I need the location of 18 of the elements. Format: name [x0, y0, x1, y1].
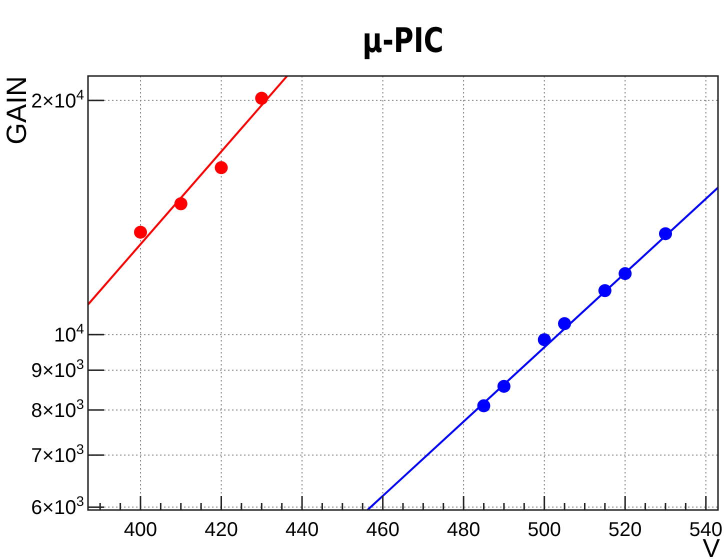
- y-axis-title: GAIN: [1, 76, 32, 144]
- chart-title: μ-PIC: [362, 21, 444, 61]
- x-tick-label: 400: [124, 519, 158, 541]
- y-tick-label: 9×10$^{3}$: [31, 356, 84, 382]
- y-tick-label: 7×10$^{3}$: [31, 441, 84, 468]
- y-tick-label: 8×10$^{3}$: [31, 396, 84, 422]
- point: [134, 226, 147, 239]
- x-tick-label: 460: [366, 519, 400, 541]
- y-tick-label: 2×10$^{4}$: [31, 86, 84, 112]
- x-tick-label: 500: [528, 519, 562, 541]
- x-tick-label: 440: [285, 519, 319, 541]
- point: [214, 161, 228, 174]
- x-tick-label: 480: [446, 519, 480, 541]
- x-tick-label: 520: [608, 519, 642, 541]
- y-tick-label: 6×10$^{3}$: [31, 493, 84, 520]
- x-tick-label: 420: [204, 519, 238, 541]
- y-tick-label: 10$^{4}$: [54, 320, 84, 347]
- point: [538, 333, 551, 346]
